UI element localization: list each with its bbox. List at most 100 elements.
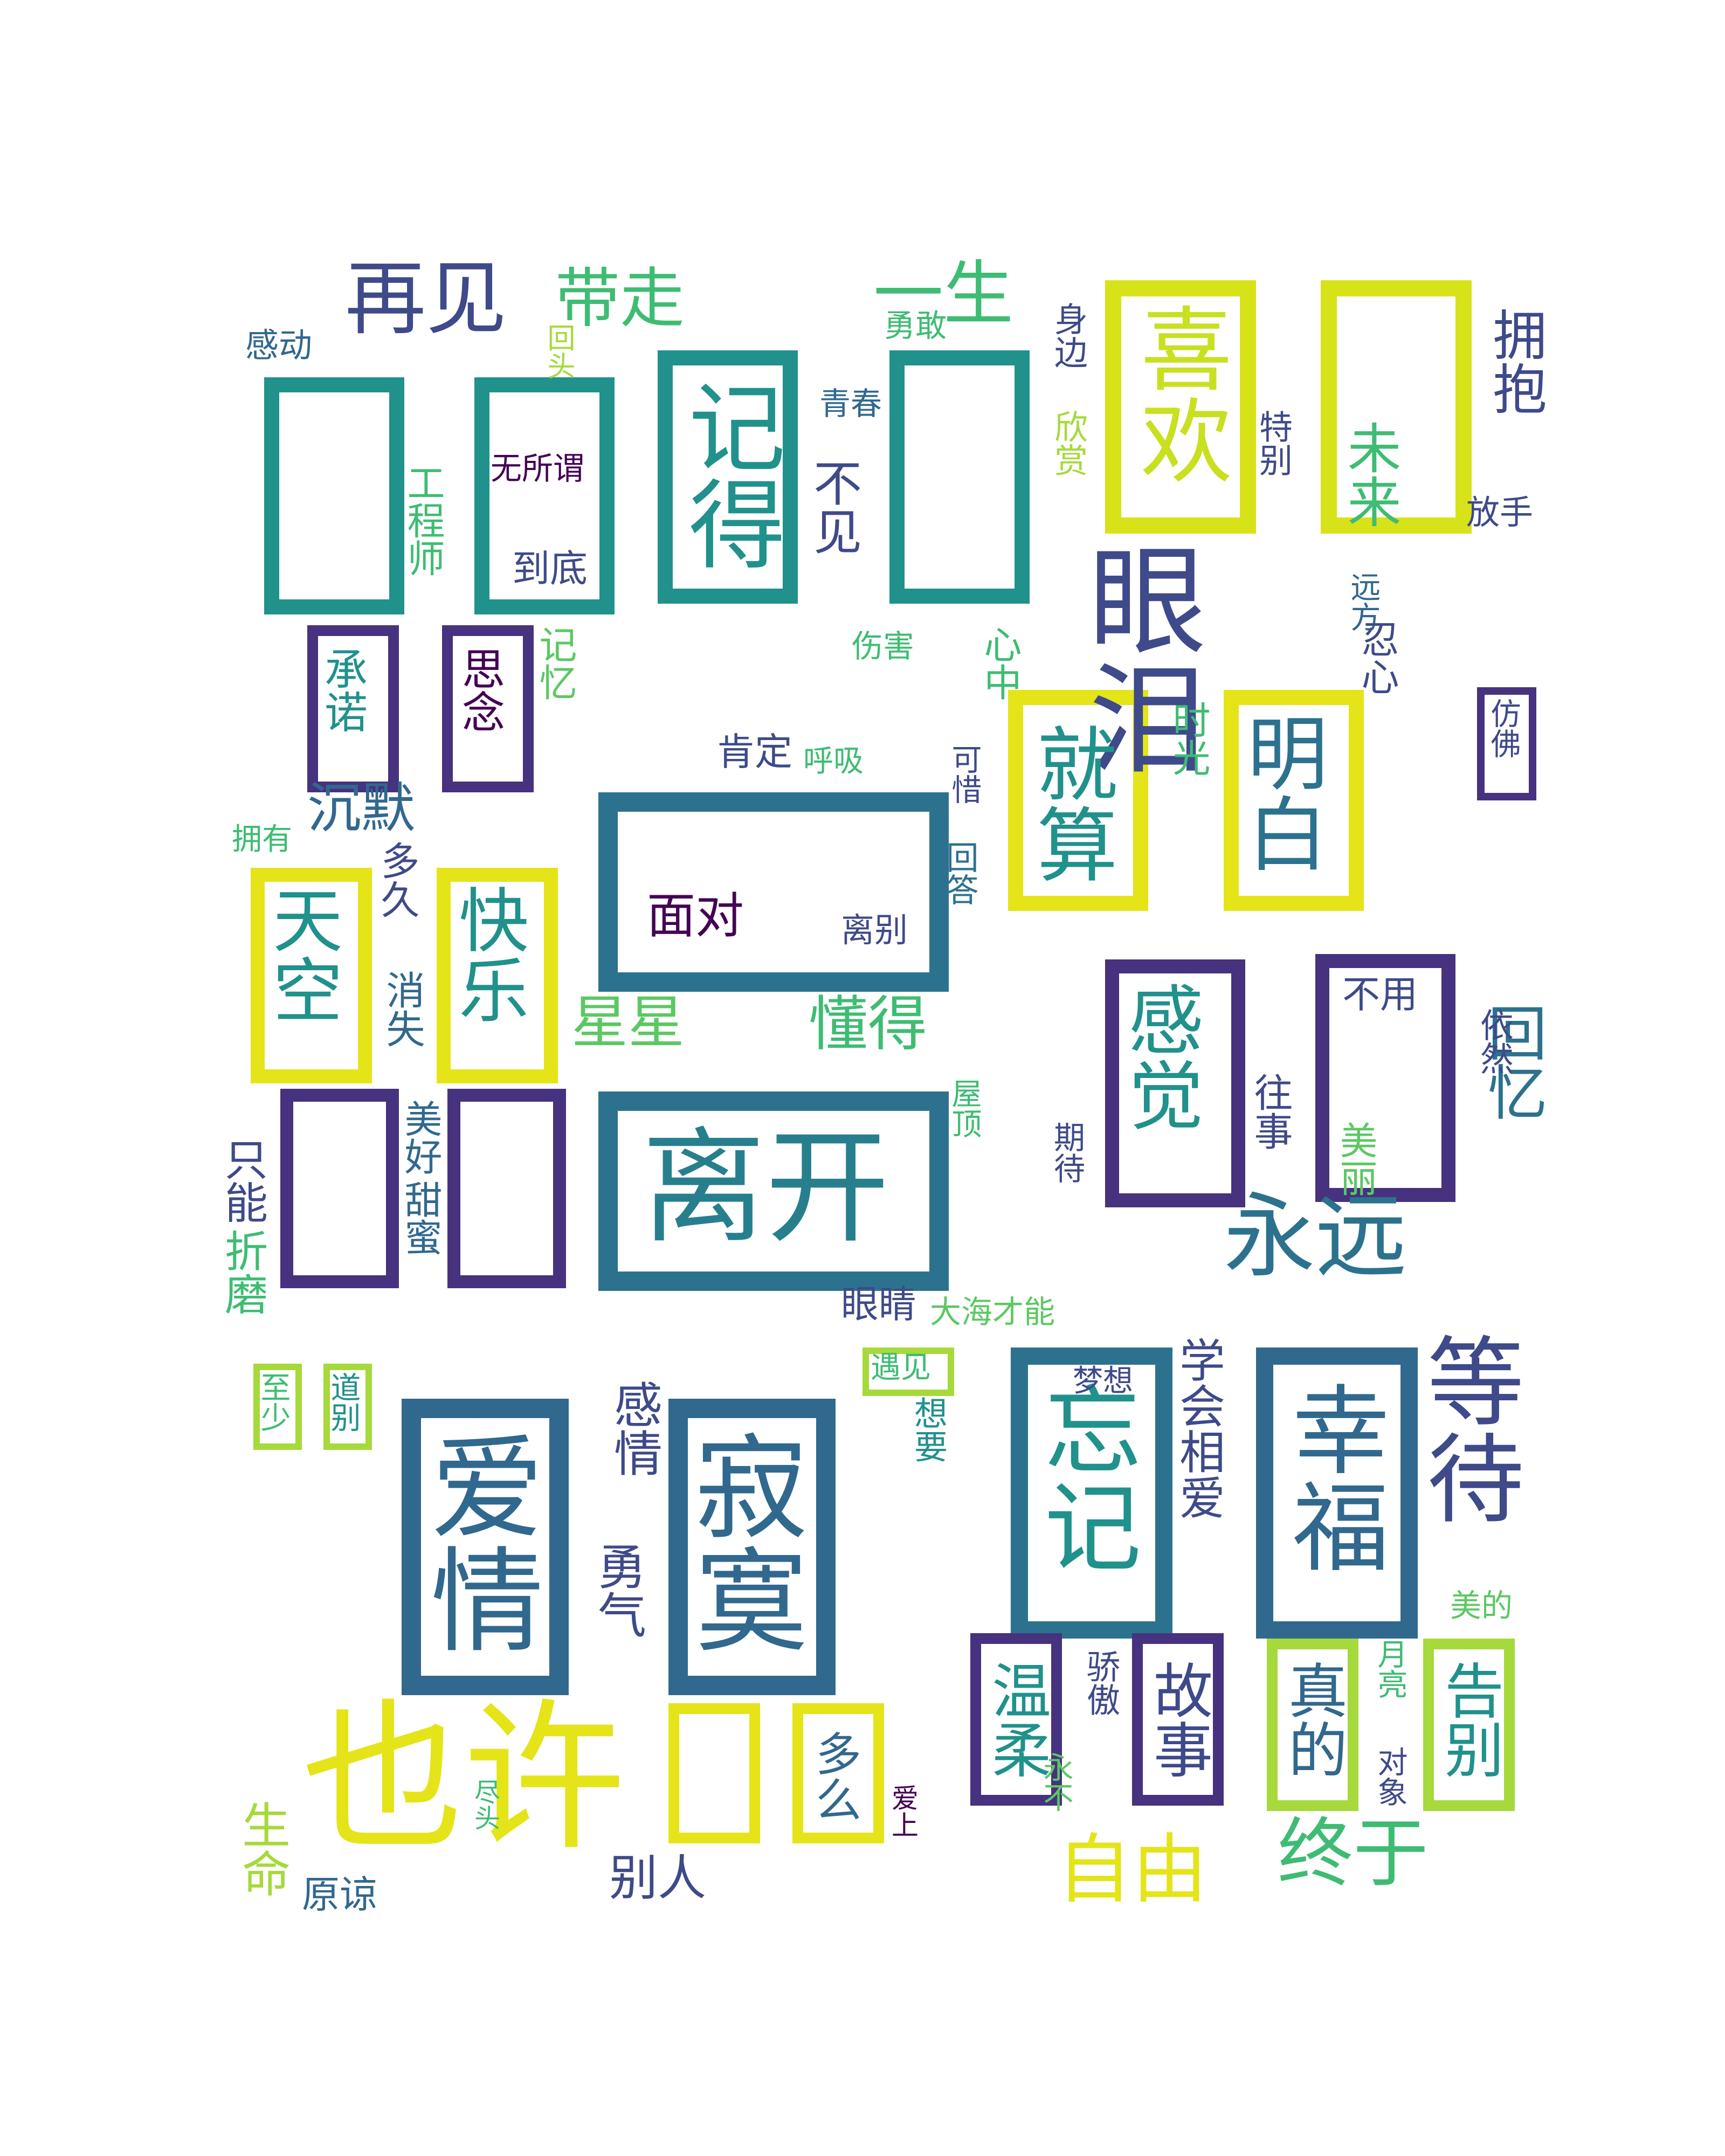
glyph-frame: [792, 1703, 884, 1843]
word-daobie: 道别: [326, 1372, 361, 1432]
word-jiaoao: 骄傲: [1081, 1649, 1120, 1716]
word-bujian: 不见: [805, 458, 861, 555]
word-xihuan: 喜欢: [1124, 302, 1231, 485]
word-gushi: 故事: [1143, 1660, 1212, 1779]
word-tebie: 特别: [1253, 410, 1293, 476]
glyph-frame: [264, 377, 404, 614]
glyph-frame: [1224, 690, 1364, 911]
word-xinzhong: 心中: [978, 625, 1022, 701]
word-libie: 离别: [841, 910, 908, 950]
glyph-frame: [474, 377, 615, 614]
glyph-frame: [862, 1348, 954, 1396]
glyph-frame: [253, 1364, 302, 1450]
word-fangfu: 仿佛: [1486, 698, 1521, 758]
word-yueliang: 月亮: [1372, 1639, 1407, 1699]
glyph-frame: [1477, 687, 1536, 800]
word-yongqi: 勇气: [589, 1542, 646, 1639]
glyph-frame: [1105, 280, 1256, 534]
glyph-frame: [668, 1399, 836, 1695]
word-yonggan: 勇敢: [884, 307, 947, 344]
word-ziyou: 自由: [1057, 1826, 1208, 1914]
glyph-frame: [1105, 959, 1245, 1207]
word-jiusuan: 就算: [1023, 722, 1117, 884]
word-ganjue: 感觉: [1115, 981, 1203, 1132]
glyph-frame: [1011, 1348, 1172, 1639]
word-yongyou: 拥有: [232, 822, 292, 857]
word-yuanliang: 原谅: [302, 1872, 377, 1917]
word-renxin: 忍心: [1355, 620, 1399, 695]
word-fangshou: 放手: [1466, 493, 1534, 532]
glyph-frame: [402, 1399, 569, 1695]
word-chenmo: 沉默: [307, 777, 415, 840]
glyph-frame: [598, 1091, 949, 1291]
word-shenbian: 身边: [1048, 302, 1088, 369]
word-yujian: 遇见: [871, 1350, 931, 1385]
word-yiran: 依然: [1474, 1008, 1514, 1075]
word-kexi: 可惜: [947, 744, 982, 804]
word-xiangyao: 想要: [908, 1396, 948, 1463]
glyph-frame: [280, 1089, 399, 1288]
word-duome: 多么: [808, 1730, 861, 1822]
word-gongchengshi: 工程师: [401, 464, 445, 577]
word-huida: 回答: [941, 841, 978, 906]
glyph-frame: [1008, 690, 1148, 911]
glyph-frame: [307, 625, 399, 792]
word-duojiu: 多久: [374, 841, 419, 918]
word-yisheng: 一生: [873, 253, 1014, 335]
glyph-frame: [889, 350, 1030, 604]
word-zhongyu: 终于: [1278, 1810, 1429, 1898]
word-chengnuo: 承诺: [318, 647, 368, 733]
word-huxi: 呼吸: [803, 744, 864, 779]
word-tiankong: 天空: [261, 884, 343, 1024]
glyph-frame: [1321, 280, 1472, 534]
word-kending: 肯定: [717, 730, 792, 774]
glyph-frame: [1132, 1633, 1224, 1806]
word-qidai: 期待: [1048, 1121, 1085, 1184]
word-dengdai: 等待: [1410, 1331, 1523, 1525]
glyph-frame: [251, 868, 372, 1083]
word-aishang: 爱上: [887, 1784, 919, 1838]
word-shanghai: 伤害: [852, 628, 915, 665]
word-wuding: 屋顶: [947, 1078, 982, 1138]
word-aiqing: 爱情: [411, 1428, 543, 1655]
glyph-frame: [658, 350, 798, 604]
word-gandong: 感动: [245, 326, 313, 365]
word-buyong: 不用: [1342, 972, 1418, 1017]
glyph-frame: [1423, 1639, 1515, 1811]
word-meihao: 美好: [398, 1100, 443, 1175]
word-zhende: 真的: [1278, 1660, 1347, 1779]
word-wangji: 忘记: [1027, 1380, 1140, 1574]
glyph-frame: [447, 1089, 566, 1288]
word-xiaoshi: 消失: [380, 970, 425, 1048]
word-wenrou: 温柔: [982, 1660, 1051, 1779]
word-likai: 离开: [641, 1116, 890, 1260]
word-yanjing: 眼睛: [841, 1282, 916, 1326]
word-jimo: 寂寞: [675, 1428, 808, 1655]
word-shengming: 生命: [233, 1800, 290, 1897]
word-jiyi: 记忆: [533, 625, 577, 701]
word-zhishao: 至少: [256, 1372, 291, 1432]
glyph-frame: [1256, 1348, 1418, 1639]
word-yexu: 也许: [302, 1684, 625, 1872]
word-yongbu: 永不: [1038, 1752, 1073, 1812]
word-meide: 美的: [1450, 1587, 1513, 1624]
word-zaijian: 再见: [345, 252, 507, 346]
word-daizou: 带走: [555, 261, 685, 336]
glyph-frame: [668, 1703, 760, 1843]
word-shiguang: 时光: [1167, 701, 1211, 776]
word-dongde: 懂得: [809, 990, 927, 1059]
word-xingfu: 幸福: [1275, 1380, 1388, 1574]
word-sinian: 思念: [455, 647, 505, 733]
word-yanlei: 眼泪: [1068, 539, 1206, 776]
word-mengxiang: 梦想: [1073, 1364, 1133, 1399]
glyph-frame: [1315, 954, 1455, 1202]
word-yongyuan: 永远: [1224, 1184, 1407, 1290]
word-yongbao: 拥抱: [1484, 307, 1547, 415]
word-wangshi: 往事: [1247, 1073, 1293, 1150]
word-weilai: 未来: [1338, 420, 1401, 528]
glyph-frame: [970, 1633, 1062, 1806]
glyph-frame: [1267, 1639, 1358, 1811]
word-yuanfang: 远方: [1346, 571, 1381, 632]
word-huiyi: 回忆: [1478, 1003, 1547, 1121]
